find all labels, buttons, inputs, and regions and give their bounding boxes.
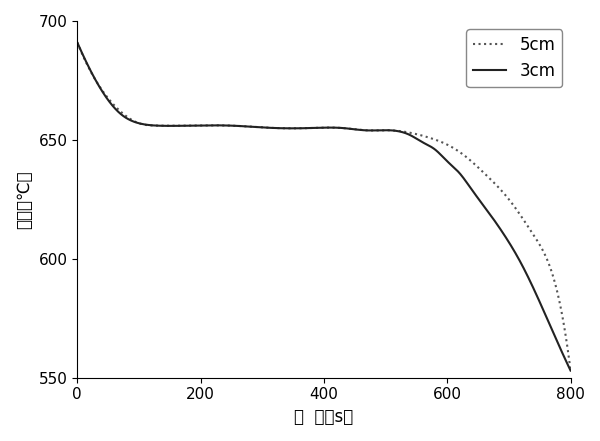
3cm <box>467 186 475 191</box>
3cm <box>458 173 466 179</box>
3cm <box>273 125 280 131</box>
3cm <box>124 116 131 121</box>
Y-axis label: 温度（℃）: 温度（℃） <box>15 170 33 229</box>
5cm <box>467 158 475 164</box>
Legend: 5cm, 3cm: 5cm, 3cm <box>466 30 562 87</box>
5cm <box>291 126 298 131</box>
3cm <box>412 136 419 141</box>
3cm <box>567 368 574 373</box>
3cm <box>291 126 298 131</box>
5cm <box>412 131 419 137</box>
X-axis label: 时  间（s）: 时 间（s） <box>294 408 353 426</box>
Line: 5cm: 5cm <box>77 42 571 370</box>
5cm <box>458 151 466 156</box>
5cm <box>273 125 280 131</box>
5cm <box>124 115 131 120</box>
3cm <box>74 40 81 45</box>
5cm <box>567 368 574 373</box>
5cm <box>74 40 81 45</box>
Line: 3cm: 3cm <box>77 42 571 370</box>
